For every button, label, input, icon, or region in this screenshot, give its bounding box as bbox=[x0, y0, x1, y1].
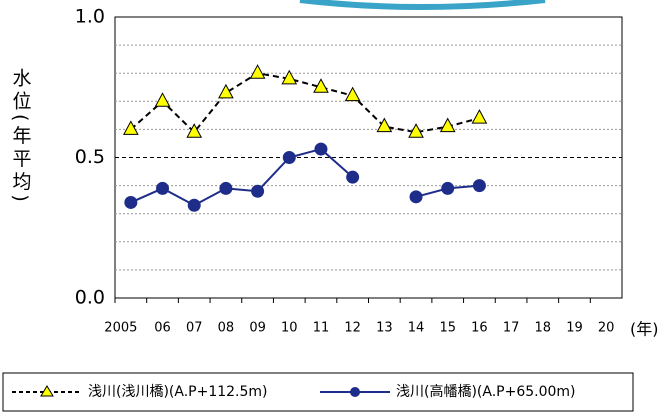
x-tick-label: 18 bbox=[535, 321, 552, 336]
legend-label: 浅川(浅川橋)(A.P+112.5m) bbox=[88, 384, 268, 400]
x-tick-label: 13 bbox=[376, 321, 393, 336]
x-tick-label: 07 bbox=[186, 321, 203, 336]
x-tick-label: 06 bbox=[154, 321, 171, 336]
x-axis-unit: (年) bbox=[630, 320, 659, 339]
y-tick-label: 1.0 bbox=[75, 6, 105, 28]
marker bbox=[408, 123, 424, 138]
marker bbox=[281, 69, 298, 85]
marker bbox=[282, 151, 296, 164]
x-tick-label: 14 bbox=[408, 321, 425, 336]
x-tick-label: 16 bbox=[471, 321, 488, 336]
marker bbox=[187, 198, 201, 212]
marker bbox=[219, 181, 233, 195]
decoration bbox=[299, 0, 546, 10]
y-axis-label: 水位(年平均) bbox=[10, 68, 32, 206]
marker bbox=[472, 179, 486, 193]
marker bbox=[376, 117, 393, 133]
legend-marker bbox=[350, 387, 360, 397]
x-tick-label: 15 bbox=[439, 321, 456, 336]
x-tick-label: 08 bbox=[218, 321, 235, 336]
marker bbox=[156, 181, 170, 195]
x-tick-label: 2005 bbox=[104, 321, 137, 336]
marker bbox=[471, 109, 488, 124]
marker bbox=[441, 181, 455, 195]
marker bbox=[249, 64, 266, 79]
x-tick-label: 11 bbox=[313, 321, 330, 336]
marker bbox=[123, 120, 139, 135]
x-tick-label: 20 bbox=[598, 321, 615, 336]
marker bbox=[218, 83, 234, 99]
x-tick-label: 19 bbox=[566, 321, 583, 336]
marker bbox=[439, 117, 456, 133]
series-line bbox=[130, 72, 480, 134]
marker bbox=[409, 190, 423, 204]
legend-marker bbox=[40, 385, 54, 397]
legend-label: 浅川(高幡橋)(A.P+65.00m) bbox=[396, 383, 576, 400]
marker bbox=[344, 86, 361, 102]
marker bbox=[346, 170, 360, 184]
marker bbox=[154, 92, 171, 107]
x-tick-label: 17 bbox=[503, 321, 520, 336]
marker bbox=[313, 78, 329, 93]
x-tick-label: 12 bbox=[344, 321, 361, 336]
marker bbox=[314, 142, 328, 156]
marker bbox=[251, 184, 265, 198]
y-tick-label: 0.5 bbox=[75, 146, 105, 168]
y-tick-label: 0.0 bbox=[75, 287, 105, 309]
x-tick-label: 09 bbox=[249, 321, 266, 336]
marker bbox=[186, 123, 203, 138]
marker bbox=[124, 195, 138, 209]
x-tick-label: 10 bbox=[281, 321, 298, 336]
legend-box bbox=[2, 372, 634, 412]
